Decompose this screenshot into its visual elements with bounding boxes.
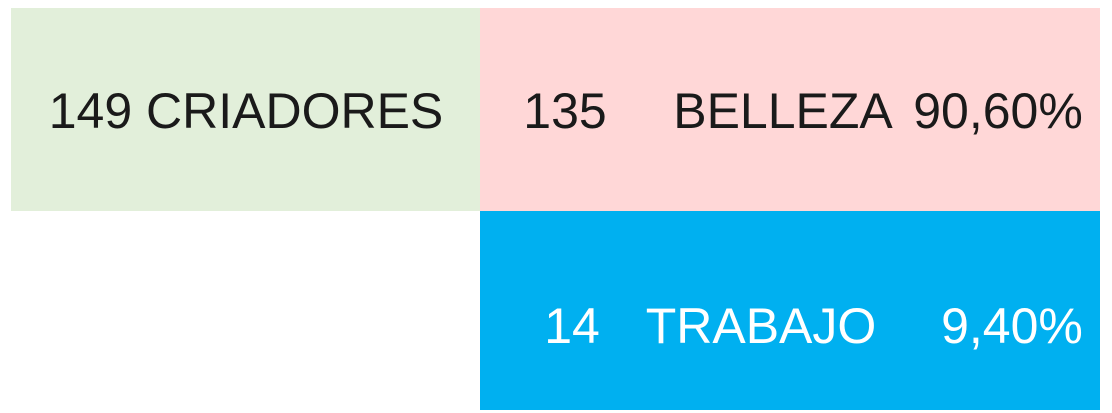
row-percent: 90,60%	[913, 83, 1083, 139]
row-count: 14	[544, 298, 600, 354]
row-percent: 9,40%	[941, 298, 1083, 354]
row-category: TRABAJO	[646, 298, 877, 354]
total-cell	[11, 8, 480, 211]
row-count: 135	[523, 83, 606, 139]
belleza-row	[480, 8, 1100, 211]
trabajo-row	[480, 211, 1100, 410]
row-category: BELLEZA	[673, 83, 893, 139]
total-label: 149 CRIADORES	[49, 83, 444, 139]
